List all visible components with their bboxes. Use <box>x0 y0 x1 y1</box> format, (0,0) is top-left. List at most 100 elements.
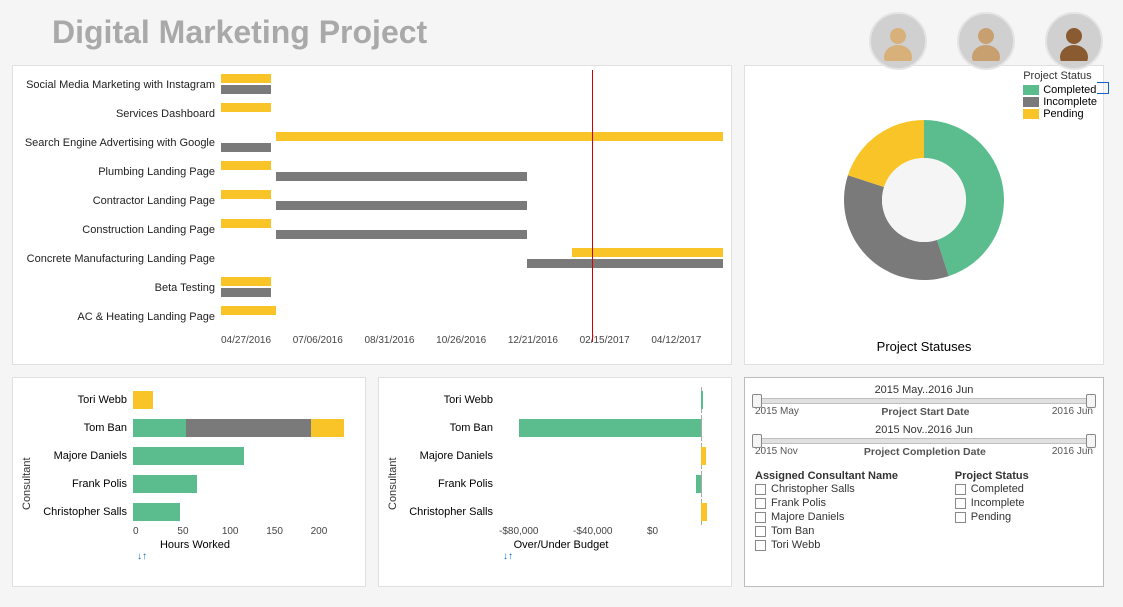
gantt-row: AC & Heating Landing Page <box>21 302 723 331</box>
gantt-track[interactable] <box>221 70 723 99</box>
checkbox-label: Completed <box>971 483 1024 495</box>
bar-track[interactable] <box>499 503 721 521</box>
bar-row-label: Tom Ban <box>401 422 499 434</box>
gantt-bar[interactable] <box>221 143 271 152</box>
gantt-bar[interactable] <box>276 201 527 210</box>
bar-track[interactable] <box>133 391 355 409</box>
bar-segment[interactable] <box>701 391 703 409</box>
checkbox-icon <box>955 512 966 523</box>
today-marker <box>592 70 593 342</box>
status-checkbox[interactable]: Completed <box>955 482 1093 496</box>
sort-icon[interactable]: ↓↑ <box>137 551 147 562</box>
gantt-bar[interactable] <box>572 248 723 257</box>
gantt-track[interactable] <box>221 273 723 302</box>
consultant-checkbox[interactable]: Tori Webb <box>755 538 935 552</box>
slider-handle-right[interactable] <box>1086 434 1096 448</box>
gantt-bar[interactable] <box>276 172 527 181</box>
xaxis-tick: 12/21/2016 <box>508 335 580 346</box>
bar-track[interactable] <box>133 447 355 465</box>
checkbox-label: Pending <box>971 511 1011 523</box>
xaxis-tick: 08/31/2016 <box>364 335 436 346</box>
bar-row: Tom Ban <box>401 414 721 442</box>
slider-handle-left[interactable] <box>752 434 762 448</box>
gantt-row-label: Concrete Manufacturing Landing Page <box>21 253 221 265</box>
consultant-checkbox[interactable]: Christopher Salls <box>755 482 935 496</box>
gantt-bar[interactable] <box>276 230 527 239</box>
donut-chart[interactable] <box>824 100 1024 300</box>
legend-item[interactable]: Incomplete <box>1023 96 1097 108</box>
gantt-track[interactable] <box>221 128 723 157</box>
status-checkbox[interactable]: Incomplete <box>955 496 1093 510</box>
gantt-row: Plumbing Landing Page <box>21 157 723 186</box>
gantt-track[interactable] <box>221 215 723 244</box>
avatar[interactable] <box>869 12 927 70</box>
slider-handle-left[interactable] <box>752 394 762 408</box>
bar-track[interactable] <box>133 475 355 493</box>
consultant-checkbox[interactable]: Tom Ban <box>755 524 935 538</box>
gantt-bar[interactable] <box>221 161 271 170</box>
bar-track[interactable] <box>499 419 721 437</box>
legend-item[interactable]: Pending <box>1023 108 1097 120</box>
gantt-bar[interactable] <box>221 74 271 83</box>
bar-segment[interactable] <box>701 503 707 521</box>
slider-completion-date[interactable]: 2015 Nov..2016 Jun 2015 Nov Project Comp… <box>755 424 1093 460</box>
checkbox-label: Christopher Salls <box>771 483 855 495</box>
gantt-bar[interactable] <box>527 132 723 141</box>
gantt-row-label: AC & Heating Landing Page <box>21 311 221 323</box>
gantt-bar[interactable] <box>221 85 271 94</box>
checkbox-label: Tori Webb <box>771 539 820 551</box>
bar-track[interactable] <box>133 419 355 437</box>
gantt-track[interactable] <box>221 186 723 215</box>
checkbox-label: Majore Daniels <box>771 511 844 523</box>
gantt-bar[interactable] <box>221 306 276 315</box>
dashboard: Digital Marketing Project Social Media M… <box>0 0 1123 607</box>
checkbox-label: Frank Polis <box>771 497 826 509</box>
hours-worked-panel: ConsultantTori WebbTom BanMajore Daniels… <box>12 377 366 587</box>
consultant-checkbox[interactable]: Majore Daniels <box>755 510 935 524</box>
xaxis-tick: 07/06/2016 <box>293 335 365 346</box>
bar-track[interactable] <box>499 475 721 493</box>
bar-segment[interactable] <box>696 475 701 493</box>
gantt-bar[interactable] <box>221 219 271 228</box>
gantt-row: Contractor Landing Page <box>21 186 723 215</box>
filter-panel: 2015 May..2016 Jun 2015 May Project Star… <box>744 377 1104 587</box>
gantt-track[interactable] <box>221 99 723 128</box>
xaxis-tick: -$40,000 <box>573 526 647 537</box>
bar-segment[interactable] <box>133 447 244 465</box>
gantt-bar[interactable] <box>221 277 271 286</box>
bar-segment[interactable] <box>311 419 344 437</box>
consultant-checkbox[interactable]: Frank Polis <box>755 496 935 510</box>
bar-segment[interactable] <box>133 419 186 437</box>
sort-icon[interactable]: ↓↑ <box>503 551 513 562</box>
bar-segment[interactable] <box>519 419 701 437</box>
bar-row: Tom Ban <box>35 414 355 442</box>
gantt-track[interactable] <box>221 302 723 331</box>
gantt-chart[interactable]: Social Media Marketing with InstagramSer… <box>13 66 731 364</box>
status-checkbox[interactable]: Pending <box>955 510 1093 524</box>
bar-track[interactable] <box>133 503 355 521</box>
avatar[interactable] <box>957 12 1015 70</box>
gantt-bar[interactable] <box>221 288 271 297</box>
bar-track[interactable] <box>499 391 721 409</box>
gantt-row-label: Services Dashboard <box>21 108 221 120</box>
bar-segment[interactable] <box>186 419 310 437</box>
legend-item[interactable]: Completed <box>1023 84 1097 96</box>
gantt-panel: Social Media Marketing with InstagramSer… <box>12 65 732 365</box>
bar-segment[interactable] <box>133 503 180 521</box>
slider-start-date[interactable]: 2015 May..2016 Jun 2015 May Project Star… <box>755 384 1093 420</box>
x-axis-label: Over/Under Budget <box>401 537 721 551</box>
donut-caption: Project Statuses <box>745 333 1103 364</box>
gantt-bar[interactable] <box>276 132 527 141</box>
gantt-track[interactable] <box>221 244 723 273</box>
gantt-row-label: Contractor Landing Page <box>21 195 221 207</box>
bar-segment[interactable] <box>133 391 153 409</box>
bar-segment[interactable] <box>133 475 197 493</box>
avatar[interactable] <box>1045 12 1103 70</box>
bar-segment[interactable] <box>701 447 706 465</box>
bar-track[interactable] <box>499 447 721 465</box>
gantt-bar[interactable] <box>221 103 271 112</box>
slider-handle-right[interactable] <box>1086 394 1096 408</box>
gantt-bar[interactable] <box>221 190 271 199</box>
gantt-track[interactable] <box>221 157 723 186</box>
gantt-bar[interactable] <box>527 259 723 268</box>
